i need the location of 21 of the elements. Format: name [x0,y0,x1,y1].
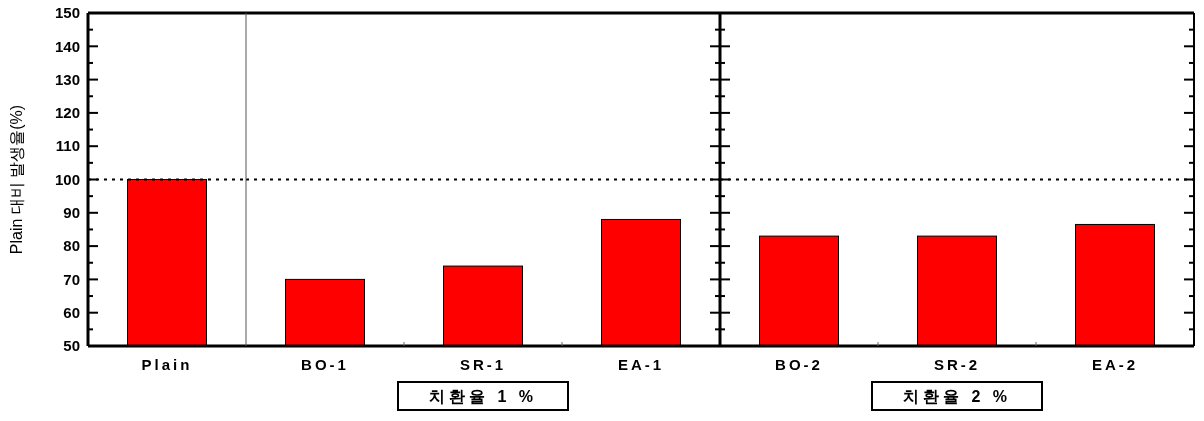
x-tick-label: SR-2 [933,356,981,373]
y-tick-label: 120 [54,104,80,122]
y-tick-label: 130 [54,70,80,88]
text: 치환율 2 % [902,388,1012,405]
y-tick-label: 50 [63,337,80,355]
x-tick-label: SR-1 [459,356,507,373]
y-tick-label: 60 [63,303,80,321]
x-tick-label: BO-2 [775,356,823,373]
x-tick-label: BO-1 [301,356,349,373]
y-tick-label: 150 [54,4,80,22]
y-tick-label: 140 [54,37,80,55]
y-tick-label: 100 [54,170,80,188]
y-tick-label: 110 [55,137,80,155]
y-tick-label: 90 [63,204,80,222]
x-tick-label: EA-1 [617,356,665,373]
y-tick-label: 80 [63,237,80,255]
x-tick-label: Plain [141,356,193,373]
text: 치환율 1 % [428,388,538,405]
y-tick-label: 70 [63,270,80,288]
x-tick-label: EA-2 [1091,356,1139,373]
y-axis-title: Plain 대비 발생율(%) [8,104,25,255]
